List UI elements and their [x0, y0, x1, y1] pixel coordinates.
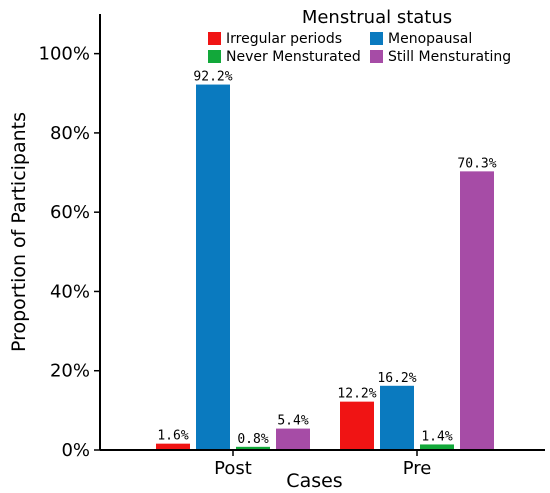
x-tick-label: Post [214, 458, 252, 479]
data-label: 12.2% [337, 387, 376, 402]
legend-label: Never Mensturated [226, 49, 361, 65]
x-tick-label: Pre [403, 458, 432, 479]
x-axis-title: Cases [286, 470, 342, 492]
legend-label: Irregular periods [226, 31, 342, 47]
y-tick-label: 20% [50, 361, 90, 382]
y-tick-label: 80% [50, 123, 90, 144]
bar-post-never-mensturated [236, 446, 270, 450]
bar-post-menopausal [196, 84, 230, 450]
legend-swatch [208, 50, 221, 63]
bar-pre-irregular-periods [340, 401, 374, 450]
legend-swatch [208, 32, 221, 45]
bar-pre-still-mensturating [460, 171, 494, 450]
data-label: 5.4% [277, 414, 308, 429]
legend-swatch [370, 32, 383, 45]
y-tick-label: 100% [39, 44, 90, 65]
legend: Menstrual status Irregular periods Menopa… [208, 7, 511, 65]
data-label: 1.6% [157, 429, 188, 444]
y-tick-label: 0% [61, 440, 90, 461]
legend-swatch [370, 50, 383, 63]
y-axis-title: Proportion of Participants [8, 112, 30, 352]
y-tick-label: 60% [50, 202, 90, 223]
y-axis-ticks: 0% 20% 40% 60% 80% 100% [39, 44, 100, 461]
legend-items: Irregular periods Menopausal Never Menstur… [208, 31, 511, 65]
data-label: 70.3% [457, 156, 496, 171]
data-label: 16.2% [377, 371, 416, 386]
x-axis-ticks: Post Pre [214, 450, 431, 479]
y-tick-label: 40% [50, 281, 90, 302]
data-label: 0.8% [237, 432, 268, 447]
legend-label: Still Mensturating [388, 49, 511, 65]
legend-title: Menstrual status [302, 7, 452, 28]
bars [156, 84, 494, 450]
bar-post-irregular-periods [156, 443, 190, 450]
legend-label: Menopausal [388, 31, 472, 47]
data-label: 92.2% [193, 70, 232, 85]
data-label: 1.4% [421, 429, 452, 444]
data-labels: 1.6% 92.2% 0.8% 5.4% 12.2%16.2% 1.4% 70.3% [157, 70, 496, 447]
bar-pre-menopausal [380, 385, 414, 450]
bar-pre-never-mensturated [420, 444, 454, 450]
bar-post-still-mensturating [276, 428, 310, 450]
